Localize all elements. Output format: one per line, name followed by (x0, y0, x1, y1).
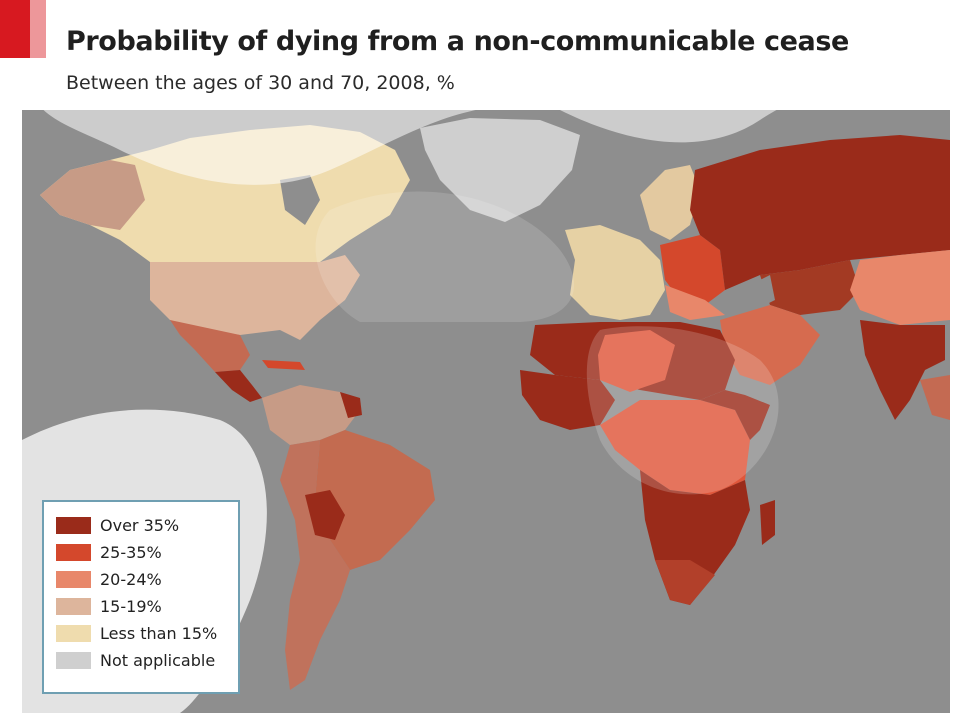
legend-item-25-35: 25-35% (56, 539, 238, 566)
map-region-united-states (150, 255, 360, 340)
legend-item-less-than-15: Less than 15% (56, 620, 238, 647)
legend-item-20-24: 20-24% (56, 566, 238, 593)
overlay-africa-oval (586, 326, 779, 495)
overlay-top (30, 0, 973, 185)
page-title: Probability of dying from a non-communic… (66, 26, 849, 57)
legend-item-not-applicable: Not applicable (56, 647, 238, 674)
map-legend: Over 35% 25-35% 20-24% 15-19% Less than … (42, 500, 240, 694)
legend-swatch (56, 571, 91, 588)
map-region-western-europe (565, 225, 665, 320)
map-feature-hudson-bay (280, 175, 320, 225)
map-region-south-africa (655, 560, 715, 605)
map-region-india (860, 320, 945, 420)
map-region-south-america-east (315, 430, 435, 570)
map-region-greenland (420, 118, 580, 222)
map-region-central-america (215, 370, 262, 402)
map-region-caribbean (262, 360, 305, 370)
legend-label: 25-35% (100, 543, 162, 562)
map-region-eastern-europe (660, 235, 725, 305)
map-region-central-asia (760, 260, 860, 315)
legend-swatch (56, 598, 91, 615)
map-region-southeast-asia (920, 375, 950, 420)
legend-label: Not applicable (100, 651, 216, 670)
legend-item-over-35: Over 35% (56, 512, 238, 539)
map-region-guyana (340, 392, 362, 418)
legend-swatch (56, 517, 91, 534)
map-region-middle-east (720, 305, 820, 385)
legend-item-15-19: 15-19% (56, 593, 238, 620)
map-region-alaska (40, 160, 145, 230)
map-region-west-africa (520, 370, 615, 430)
map-region-madagascar (760, 500, 775, 545)
map-region-bolivia (305, 490, 345, 540)
legend-swatch (56, 625, 91, 642)
map-region-russia (690, 135, 950, 290)
map-region-scandinavia (640, 165, 700, 240)
map-region-sahel (598, 330, 675, 392)
legend-label: 20-24% (100, 570, 162, 589)
legend-label: Over 35% (100, 516, 180, 535)
legend-label: 15-19% (100, 597, 162, 616)
map-region-china (850, 250, 950, 325)
map-region-mexico (170, 320, 250, 372)
legend-label: Less than 15% (100, 624, 218, 643)
overlay-central (315, 191, 575, 322)
legend-swatch (56, 544, 91, 561)
map-region-south-america-south (280, 440, 350, 690)
map-region-balkans (665, 285, 725, 320)
map-feature-caspian (760, 275, 775, 305)
page-subtitle: Between the ages of 30 and 70, 2008, % (66, 72, 455, 94)
map-region-east-africa (700, 390, 770, 440)
legend-swatch (56, 652, 91, 669)
map-region-south-america-north (262, 385, 360, 445)
map-region-central-africa (600, 400, 750, 495)
